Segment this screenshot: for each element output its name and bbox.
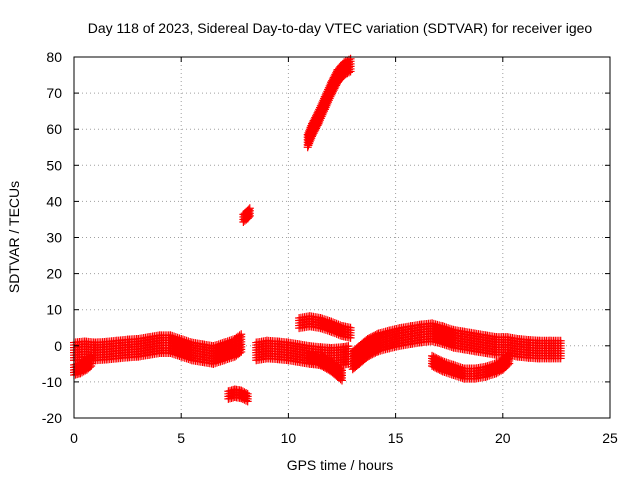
y-tick-label: 80 [46,49,62,65]
data-point [87,351,96,360]
data-point [244,205,253,214]
data-series [70,54,565,406]
y-tick-label: 40 [46,193,62,209]
x-axis-ticks: 0 5 10 15 20 25 [70,57,618,446]
y-tick-label: 10 [46,302,62,318]
data-point [220,338,229,347]
data-point [223,337,232,346]
data-point [243,389,252,398]
data-point [485,361,494,370]
x-tick-label: 15 [388,430,404,446]
data-point [242,389,251,398]
series-arc-13-23 [348,319,565,374]
data-point [437,356,446,365]
x-tick-label: 10 [281,430,297,446]
x-tick-label: 20 [495,430,511,446]
data-point [211,341,220,350]
data-point [245,204,254,213]
data-point [336,365,345,374]
data-point [503,350,512,359]
y-tick-label: 30 [46,230,62,246]
data-point [221,337,230,346]
x-tick-label: 0 [70,430,78,446]
y-tick-label: 0 [54,338,62,354]
y-tick-label: 70 [46,85,62,101]
data-point [235,331,244,340]
series-arc-low-7.5 [224,385,252,406]
data-point [483,362,492,371]
x-tick-label: 5 [177,430,185,446]
y-tick-label: 20 [46,266,62,282]
data-point [505,349,514,358]
data-point [556,336,565,345]
x-tick-label: 25 [602,430,618,446]
series-arc-17-20-dip [428,349,514,383]
data-point [372,330,381,339]
y-tick-label: -10 [42,374,62,390]
data-point [212,340,221,349]
data-point [218,339,227,348]
data-point [346,323,355,332]
series-arc-11-13-dip [305,348,346,385]
data-point [225,336,234,345]
data-point [344,342,353,351]
y-tick-label: -20 [42,410,62,426]
chart-title: Day 118 of 2023, Sidereal Day-to-day VTE… [88,20,593,36]
y-axis-ticks: -20 -10 0 10 20 30 40 50 60 70 80 [42,49,610,426]
data-point [209,342,218,351]
y-axis-label: SDTVAR / TECUs [6,181,22,293]
series-arc-rising [303,54,355,152]
data-point [214,340,223,349]
data-point [85,353,94,362]
data-point [216,339,225,348]
series-arc-main-band [70,330,246,368]
series-arc-11-13-mid [295,312,355,342]
data-point [487,360,496,369]
x-axis-label: GPS time / hours [287,457,394,473]
data-point [237,330,246,339]
data-point [346,54,355,63]
series-arc-high-8 [239,204,254,226]
y-tick-label: 50 [46,157,62,173]
y-tick-label: 60 [46,121,62,137]
data-point [481,362,490,371]
data-point [338,366,346,375]
